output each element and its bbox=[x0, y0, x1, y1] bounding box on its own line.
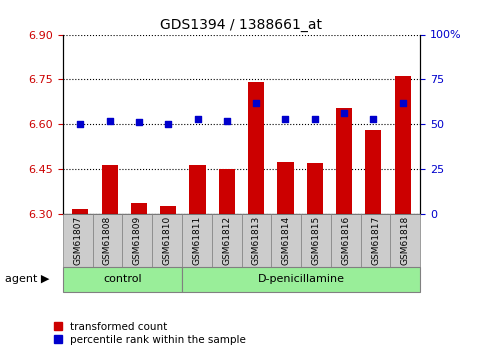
Point bbox=[369, 116, 377, 121]
Text: GSM61815: GSM61815 bbox=[312, 216, 320, 265]
Bar bbox=[101, 165, 118, 214]
Text: GSM61816: GSM61816 bbox=[341, 216, 350, 265]
Point bbox=[194, 116, 201, 121]
Text: GSM61811: GSM61811 bbox=[192, 216, 201, 265]
Point bbox=[223, 118, 231, 124]
Bar bbox=[336, 108, 352, 214]
Legend: transformed count, percentile rank within the sample: transformed count, percentile rank withi… bbox=[54, 322, 246, 345]
Bar bbox=[277, 161, 294, 214]
Text: agent ▶: agent ▶ bbox=[5, 275, 49, 284]
Bar bbox=[131, 204, 147, 214]
Bar bbox=[395, 76, 411, 214]
Text: control: control bbox=[103, 275, 142, 284]
Text: D-penicillamine: D-penicillamine bbox=[257, 275, 344, 284]
Point bbox=[399, 100, 407, 106]
Text: GSM61814: GSM61814 bbox=[282, 216, 291, 265]
Point bbox=[252, 100, 260, 106]
Text: GSM61812: GSM61812 bbox=[222, 216, 231, 265]
Text: GSM61810: GSM61810 bbox=[163, 216, 171, 265]
Bar bbox=[365, 130, 382, 214]
Text: GSM61808: GSM61808 bbox=[103, 216, 112, 265]
Point bbox=[164, 121, 172, 127]
Point bbox=[135, 120, 143, 125]
Point bbox=[282, 116, 289, 121]
Bar bbox=[248, 82, 264, 214]
Title: GDS1394 / 1388661_at: GDS1394 / 1388661_at bbox=[160, 18, 323, 32]
Bar bbox=[72, 209, 88, 214]
Text: GSM61813: GSM61813 bbox=[252, 216, 261, 265]
Point bbox=[340, 111, 348, 116]
Point bbox=[106, 118, 114, 124]
Point bbox=[76, 121, 84, 127]
Bar bbox=[307, 163, 323, 214]
Text: GSM61807: GSM61807 bbox=[73, 216, 82, 265]
Bar bbox=[219, 169, 235, 214]
Bar bbox=[189, 165, 206, 214]
Text: GSM61817: GSM61817 bbox=[371, 216, 380, 265]
Bar bbox=[160, 206, 176, 214]
Text: GSM61818: GSM61818 bbox=[401, 216, 410, 265]
Text: GSM61809: GSM61809 bbox=[133, 216, 142, 265]
Point bbox=[311, 116, 319, 121]
